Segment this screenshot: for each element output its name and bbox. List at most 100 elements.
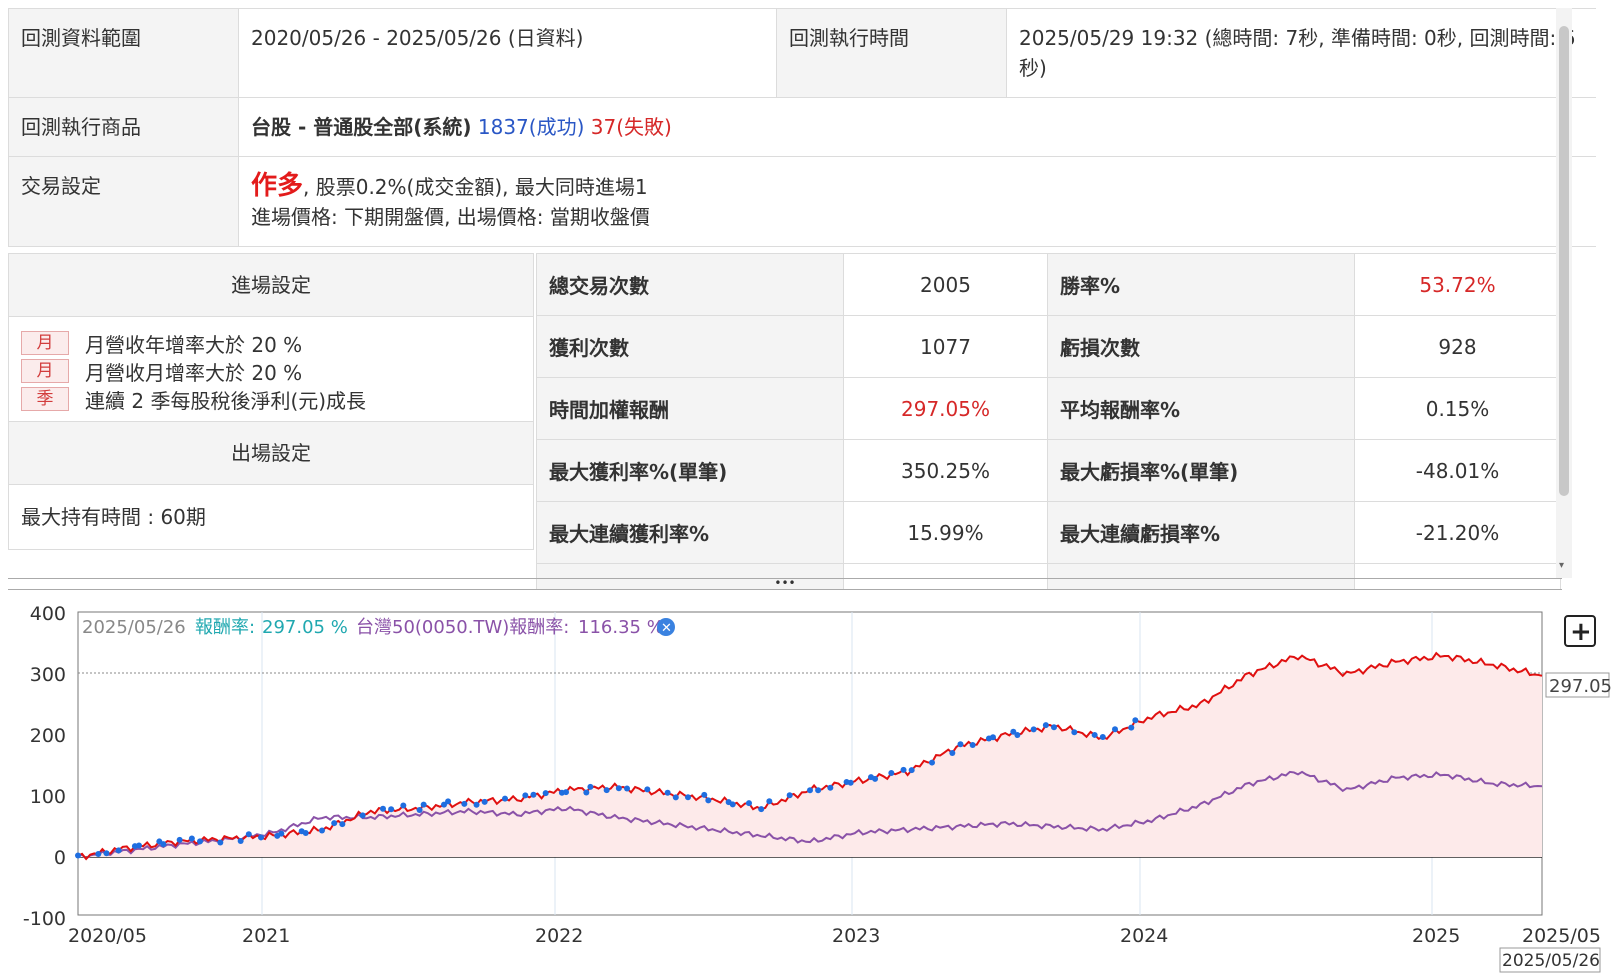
entry-marker <box>380 805 386 812</box>
entry-condition: 月 月營收月增率大於 20 % <box>21 357 521 385</box>
stat-value: -48.01% <box>1354 439 1561 502</box>
cursor-date-tag: 2025/05/26 <box>1499 947 1601 973</box>
entry-marker <box>176 836 183 843</box>
fail-count[interactable]: 37(失敗) <box>590 115 672 139</box>
entry-marker <box>990 734 996 741</box>
trade-value: 作多, 股票0.2%(成交金額), 最大同時進場1 進場價格: 下期開盤價, 出… <box>238 156 1596 247</box>
entry-marker <box>587 783 594 790</box>
scrollbar-thumb[interactable] <box>1559 26 1569 496</box>
entry-marker <box>258 834 264 841</box>
entry-marker <box>473 801 480 808</box>
stat-key: 平均報酬率% <box>1047 377 1355 440</box>
x-tick-label: 2025/05 <box>1522 925 1601 947</box>
entry-marker <box>701 791 708 798</box>
panel-splitter-handle[interactable]: ••• <box>8 577 1562 590</box>
stat-key: 時間加權報酬 <box>536 377 844 440</box>
stats-row: 最大獲利率%(單筆) 350.25% 最大虧損率%(單筆) -48.01% <box>536 439 1561 502</box>
stat-cell <box>1047 563 1355 590</box>
product-name: 台股 - 普通股全部(系統) <box>251 115 472 139</box>
entry-condition-list: 月 月營收年增率大於 20 % 月 月營收月增率大於 20 % 季 連續 2 季… <box>9 317 533 421</box>
entry-marker <box>302 829 309 836</box>
condition-tag: 月 <box>21 359 69 383</box>
zoom-in-button[interactable]: + <box>1564 615 1596 647</box>
stat-key: 最大連續獲利率% <box>536 501 844 564</box>
legend-return-value: 297.05 % <box>262 617 348 638</box>
entry-marker <box>615 785 622 792</box>
entry-marker <box>441 801 447 808</box>
entry-marker <box>1132 717 1139 724</box>
y-tick-label: 100 <box>30 786 66 808</box>
entry-marker <box>746 800 752 807</box>
entry-marker <box>217 839 224 846</box>
entry-condition: 季 連續 2 季每股稅後淨利(元)成長 <box>21 385 521 413</box>
condition-text: 月營收年增率大於 20 % <box>85 332 303 357</box>
legend-0050-value: 116.35 % <box>578 617 664 638</box>
stat-value: 0.15% <box>1354 377 1561 440</box>
y-tick-label: 200 <box>30 725 66 747</box>
entry-marker <box>644 786 651 793</box>
stat-value: 2005 <box>843 253 1048 316</box>
entry-marker <box>1030 726 1037 733</box>
stat-cell <box>1354 563 1561 590</box>
entry-condition: 月 月營收年增率大於 20 % <box>21 329 521 357</box>
plus-icon: + <box>1570 617 1592 647</box>
x-tick-label: 2021 <box>242 925 290 947</box>
entry-marker <box>331 820 338 827</box>
trade-label: 交易設定 <box>8 156 239 247</box>
series-line-0050 <box>77 770 1543 860</box>
cursor-date-label: 2025/05/26 <box>1502 951 1600 971</box>
stats-table: 總交易次數 2005 勝率% 53.72% 獲利次數 1077 虧損次數 928 時間加權報酬 2… <box>536 253 1561 590</box>
stat-value: 53.72% <box>1354 253 1561 316</box>
vertical-scrollbar[interactable]: ▾ <box>1556 8 1572 578</box>
stats-row: 最大連續獲利率% 15.99% 最大連續虧損率% -21.20% <box>536 501 1561 564</box>
legend-close-glyph: ✕ <box>661 621 672 636</box>
stat-cell <box>843 563 1048 590</box>
entry-marker <box>957 741 964 748</box>
entry-marker <box>461 800 468 807</box>
entry-marker <box>278 830 285 837</box>
stat-key: 勝率% <box>1047 253 1355 316</box>
entry-title: 進場設定 <box>9 254 533 317</box>
entry-marker <box>900 766 907 773</box>
entry-marker <box>481 798 488 805</box>
info-table: 回測資料範圍 2020/05/26 - 2025/05/26 (日資料) 回測執… <box>8 8 1596 247</box>
legend-date: 2025/05/26 <box>82 617 186 638</box>
condition-tag: 季 <box>21 387 69 411</box>
stat-value: 297.05% <box>843 377 1048 440</box>
entry-marker <box>388 806 395 813</box>
chart-legend: 2025/05/26 報酬率: 297.05 % 台灣50(0050.TW)報酬… <box>82 617 675 638</box>
condition-text: 連續 2 季每股稅後淨利(元)成長 <box>85 388 367 413</box>
entry-marker <box>949 750 956 757</box>
entry-settings-panel: 進場設定 月 月營收年增率大於 20 % 月 月營收月增率大於 20 % 季 連… <box>8 253 534 550</box>
backtest-summary: 回測資料範圍 2020/05/26 - 2025/05/26 (日資料) 回測執… <box>8 8 1596 590</box>
range-value: 2020/05/26 - 2025/05/26 (日資料) <box>238 8 777 98</box>
success-count[interactable]: 1837(成功) <box>477 115 585 139</box>
stats-row: 時間加權報酬 297.05% 平均報酬率% 0.15% <box>536 377 1561 440</box>
entry-marker <box>729 801 736 808</box>
entry-marker <box>188 835 195 842</box>
exec-time-label: 回測執行時間 <box>776 8 1007 98</box>
x-tick-label: 2025 <box>1412 925 1460 947</box>
x-axis: 2020/05 2021 2022 2023 2024 2025 2025/05 <box>68 925 1601 947</box>
legend-close-icon[interactable] <box>657 618 675 636</box>
entry-marker <box>685 794 691 801</box>
x-tick-label: 2020/05 <box>68 925 147 947</box>
entry-marker <box>95 850 102 857</box>
entry-marker <box>416 807 423 814</box>
x-tick-label: 2024 <box>1120 925 1168 947</box>
entry-marker <box>530 791 537 798</box>
entry-marker <box>563 789 569 796</box>
stat-key: 虧損次數 <box>1047 315 1355 378</box>
entry-marker <box>103 850 110 857</box>
scroll-down-arrow-icon[interactable]: ▾ <box>1559 560 1565 571</box>
entry-marker <box>766 798 773 805</box>
entry-marker <box>705 797 712 804</box>
entry-marker <box>400 802 407 809</box>
legend-return-label: 報酬率: <box>195 617 255 638</box>
entry-marker <box>75 852 81 859</box>
entry-marker <box>786 792 793 799</box>
entry-marker <box>672 794 679 801</box>
stat-key: 最大連續虧損率% <box>1047 501 1355 564</box>
stat-key: 獲利次數 <box>536 315 844 378</box>
